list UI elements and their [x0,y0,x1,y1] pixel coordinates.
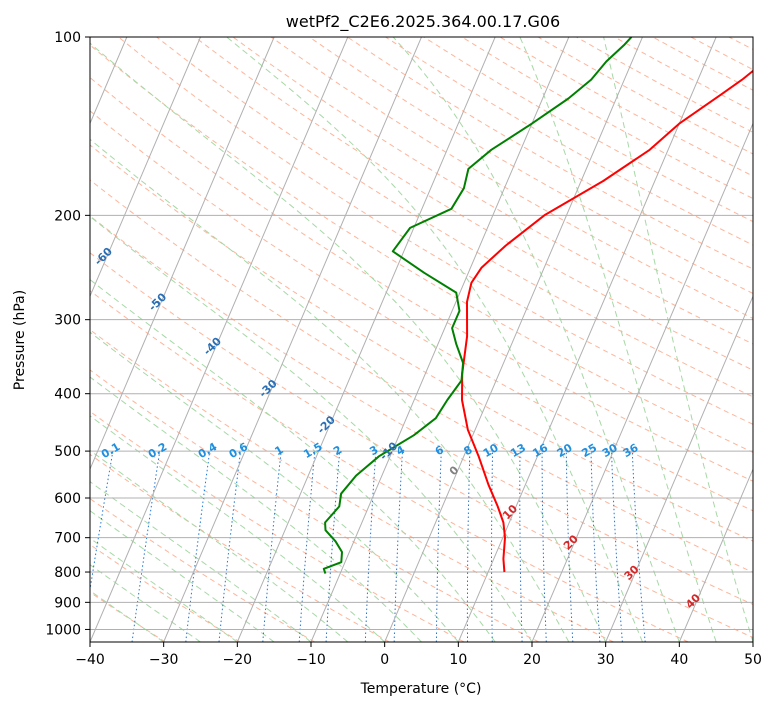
dry-adiabat [90,144,753,542]
isotherm-gridline [163,37,422,642]
y-tick-label: 300 [54,313,81,329]
x-tick-label: 10 [449,652,467,668]
plot-frame [89,36,754,643]
isotherm-gridline [90,37,201,298]
x-axis-label: Temperature (°C) [360,681,482,697]
x-tick-label: 0 [380,652,389,668]
dry-adiabat [90,252,753,639]
dry-adiabat [194,37,753,371]
chart-title: wetPf2_C2E6.2025.364.00.17.G06 [286,12,560,32]
x-tick-label: −40 [75,652,105,668]
dry-adiabat [90,591,166,642]
dry-adiabat [90,76,753,482]
isotherm-gridline [384,37,643,642]
mixing-ratio-line [298,451,316,642]
isotherm-gridline [531,122,753,642]
y-tick-label: 900 [54,595,81,611]
moist-adiabat [90,415,386,642]
mixing-ratio-line [90,451,114,593]
mixing-ratio-line [185,451,211,642]
y-tick-label: 600 [54,491,81,507]
mixing-ratio-line [218,451,241,642]
dry-adiabat [90,329,614,642]
x-tick-label: −10 [296,652,326,668]
y-tick-label: 100 [54,30,81,46]
isotherm-gridline [678,467,753,642]
moist-adiabat [90,537,238,642]
moist-adiabat [90,481,312,642]
moist-adiabat [90,138,570,642]
dry-adiabat [90,410,465,642]
moist-adiabat [90,331,459,642]
moist-adiabat [90,510,275,642]
dry-adiabat [308,37,753,295]
moist-adiabat [90,215,533,642]
dry-adiabat [90,369,540,642]
y-tick-label: 700 [54,531,81,547]
dry-adiabat [232,37,753,345]
x-tick-label: −20 [223,652,253,668]
moist-adiabat [226,37,643,642]
y-tick-label: 400 [54,387,81,403]
mixing-ratio-line [262,451,282,642]
moist-adiabat [519,37,717,642]
x-tick-label: −30 [149,652,179,668]
isotherm-gridline [90,37,275,471]
isotherm-gridline [236,37,496,642]
y-tick-label: 500 [54,444,81,460]
dry-adiabat [90,215,753,606]
y-tick-label: 200 [54,208,81,224]
y-axis-label: Pressure (hPa) [12,290,28,390]
moist-adiabat [392,37,680,642]
dry-adiabat [270,37,753,320]
x-tick-label: 20 [523,652,541,668]
dry-adiabat [90,453,390,642]
moist-adiabat [90,279,496,642]
isotherm-gridline [605,295,753,642]
x-tick-label: 30 [597,652,615,668]
moist-adiabat [90,42,607,642]
y-tick-label: 1000 [45,622,81,638]
dry-adiabat [90,110,753,512]
moist-adiabat [90,564,201,642]
dry-adiabat [90,179,753,573]
x-tick-label: 40 [670,652,688,668]
moist-adiabat [90,589,164,642]
moist-adiabat [603,37,753,642]
dry-adiabat [118,37,753,425]
dry-adiabat [90,498,315,642]
x-tick-label: 50 [744,652,762,668]
dewpoint-profile-line [322,37,633,574]
isotherm-gridline [457,37,717,642]
mixing-ratio-line [631,451,646,642]
isotherm-gridline [310,37,570,642]
y-tick-label: 800 [54,565,81,581]
isotherm-gridline [90,37,349,642]
dry-adiabat [90,290,689,642]
temperature-profile-line [461,69,753,573]
